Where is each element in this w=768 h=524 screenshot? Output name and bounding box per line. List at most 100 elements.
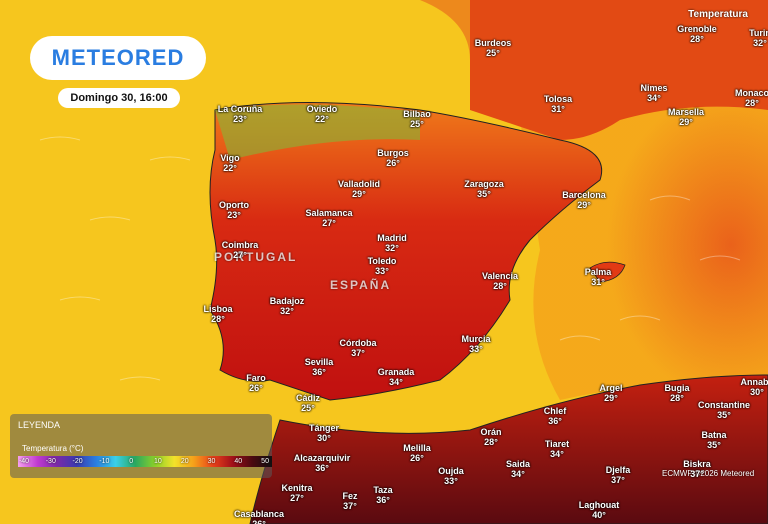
layer-label[interactable]: Temperatura: [688, 9, 748, 20]
city-label: La Coruña 23°: [218, 104, 263, 124]
city-temp: 34°: [647, 93, 661, 103]
city-name: Barcelona: [562, 190, 606, 200]
legend-tick: 30: [207, 458, 216, 465]
legend-tick: 0: [129, 458, 134, 465]
city-label: Marsella 29°: [668, 107, 704, 127]
city-temp: 27°: [322, 218, 336, 228]
city-temp: 30°: [317, 433, 331, 443]
city-name: Turin: [749, 28, 768, 38]
city-label: Oujda 33°: [438, 466, 464, 486]
city-label: Burgos 26°: [377, 148, 409, 168]
city-temp: 29°: [352, 189, 366, 199]
city-name: Lisboa: [203, 304, 233, 314]
city-label: Toledo 33°: [368, 256, 397, 276]
city-name: Orán: [480, 427, 502, 437]
city-temp: 28°: [484, 437, 498, 447]
city-label: Salamanca 27°: [305, 208, 352, 228]
city-temp: 26°: [249, 383, 263, 393]
city-temp: 37°: [690, 469, 704, 479]
legend-tick: -30: [45, 458, 56, 465]
city-temp: 26°: [410, 453, 424, 463]
city-temp: 28°: [690, 34, 704, 44]
legend-tick: -10: [99, 458, 110, 465]
city-temp: 25°: [486, 48, 500, 58]
city-name: Vigo: [220, 153, 240, 163]
city-temp: 37°: [351, 348, 365, 358]
city-label: Biskra 37°: [683, 459, 711, 479]
country-label: ESPAÑA: [330, 278, 392, 292]
legend-subtitle: Temperatura (°C): [22, 444, 84, 453]
city-temp: 33°: [375, 266, 389, 276]
city-label: Annaba30°: [740, 377, 768, 397]
city-label: Zaragoza 35°: [464, 179, 504, 199]
city-label: Djelfa 37°: [606, 465, 631, 485]
city-temp: 36°: [312, 367, 326, 377]
city-name: Bugia: [664, 383, 690, 393]
city-name: Zaragoza: [464, 179, 504, 189]
city-name: Oujda: [438, 466, 464, 476]
logo[interactable]: METEORED: [30, 36, 206, 80]
city-temp: 36°: [376, 495, 390, 505]
city-temp: 34°: [550, 449, 564, 459]
city-name: Casablanca: [233, 509, 285, 519]
city-name: Granada: [377, 367, 415, 377]
city-label: Granada 34°: [378, 367, 415, 387]
city-temp: 32°: [753, 38, 767, 48]
legend-tick: 20: [180, 458, 189, 465]
city-temp: 33°: [444, 476, 458, 486]
city-temp: 37°: [343, 501, 357, 511]
city-name: Valencia: [481, 271, 519, 281]
city-name: Palma: [584, 267, 612, 277]
city-temp: 22°: [315, 114, 329, 124]
city-label: Oporto 23°: [219, 200, 249, 220]
city-label: Valencia 28°: [482, 271, 518, 291]
datetime: Domingo 30, 16:00: [58, 88, 180, 108]
city-label: Oviedo 22°: [307, 104, 338, 124]
legend-tick: -40: [18, 458, 30, 465]
legend-tick: 50: [261, 458, 269, 465]
city-temp: 29°: [577, 200, 591, 210]
city-label: Saida 34°: [506, 459, 530, 479]
city-label: Tiaret 34°: [545, 439, 569, 459]
city-name: Argel: [599, 383, 623, 393]
city-temp: 36°: [548, 416, 562, 426]
city-label: Melilla 26°: [403, 443, 431, 463]
legend-colorbar: [18, 456, 272, 467]
legend-tick: 10: [154, 458, 162, 465]
city-name: Alcazarquivir: [293, 453, 351, 463]
city-temp: 35°: [477, 189, 491, 199]
city-temp: 28°: [745, 98, 759, 108]
city-temp: 36°: [315, 463, 329, 473]
city-name: Valladolid: [337, 179, 381, 189]
city-temp: 31°: [551, 104, 565, 114]
city-name: Oviedo: [306, 104, 338, 114]
city-name: Marsella: [667, 107, 705, 117]
city-temp: 26°: [252, 519, 266, 524]
city-temp: 33°: [469, 344, 483, 354]
city-name: Cádiz: [295, 393, 321, 403]
city-temp: 32°: [280, 306, 294, 316]
city-temp: 29°: [679, 117, 693, 127]
city-label: Casablanca 26°: [234, 509, 284, 524]
city-temp: 25°: [301, 403, 315, 413]
city-temp: 26°: [386, 158, 400, 168]
city-temp: 40°: [592, 510, 606, 520]
city-name: Grenoble: [677, 24, 717, 34]
city-name: Annaba: [740, 377, 768, 387]
city-temp: 29°: [604, 393, 618, 403]
city-label: Argel 29°: [599, 383, 622, 403]
city-temp: 22°: [223, 163, 237, 173]
city-temp: 28°: [670, 393, 684, 403]
city-label: Faro 26°: [246, 373, 266, 393]
city-label: Burdeos 25°: [475, 38, 512, 58]
city-name: Oporto: [219, 200, 249, 210]
city-name: Batna: [701, 430, 727, 440]
city-label: Fez 37°: [342, 491, 357, 511]
city-name: Madrid: [377, 233, 407, 243]
city-name: Bilbao: [403, 109, 431, 119]
city-temp: 28°: [493, 281, 507, 291]
city-temp: 27°: [290, 493, 304, 503]
city-label: Nimes 34°: [640, 83, 667, 103]
city-temp: 35°: [717, 410, 731, 420]
